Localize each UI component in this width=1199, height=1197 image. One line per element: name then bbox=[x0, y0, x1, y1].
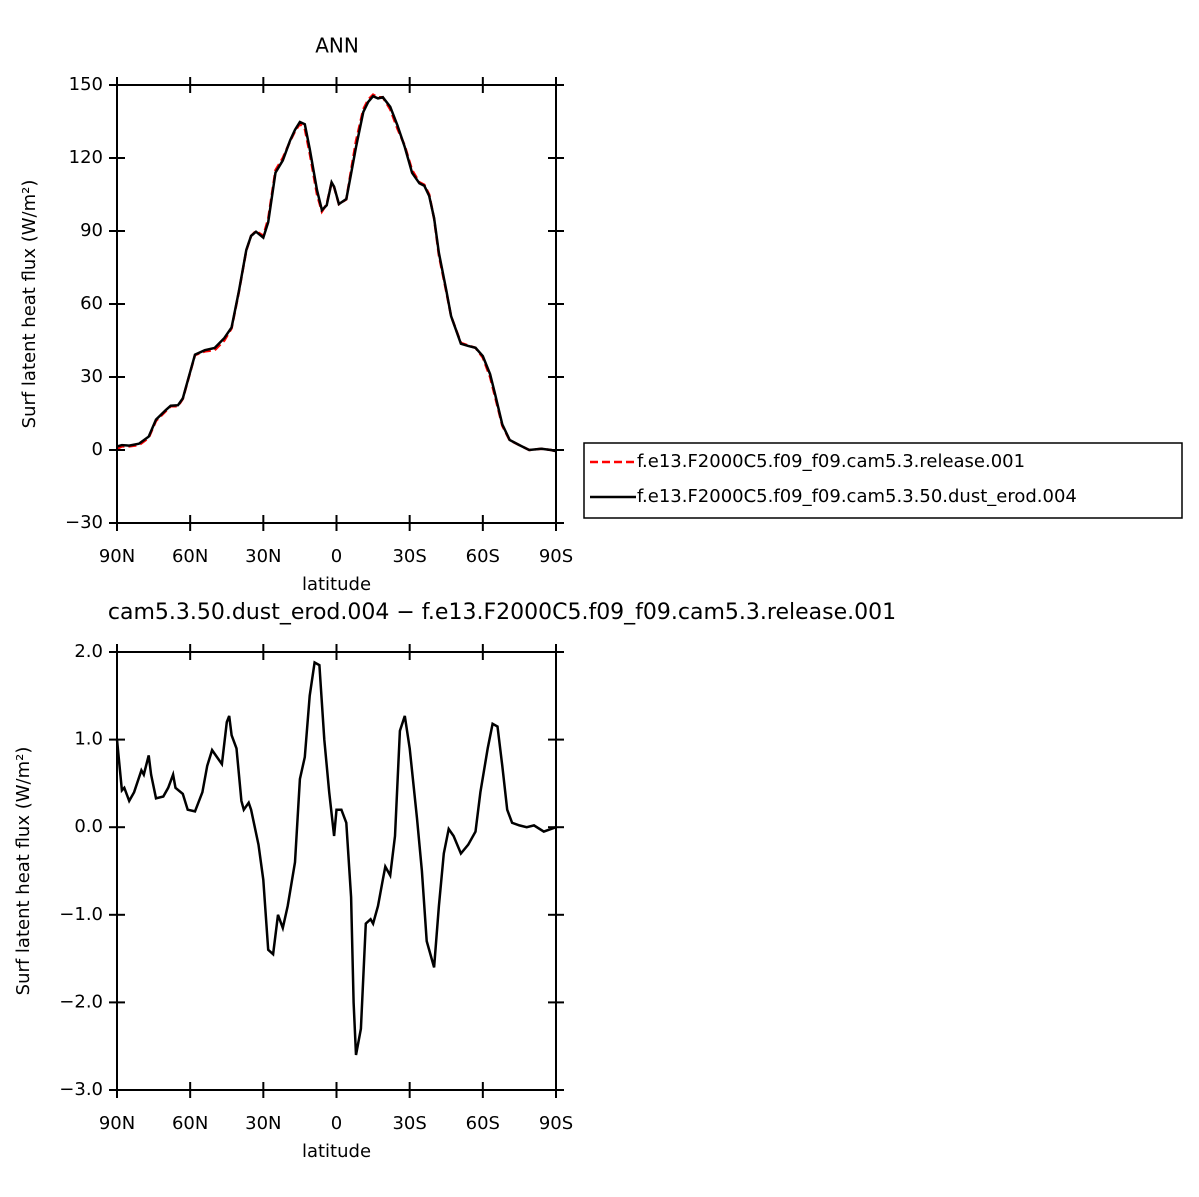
x-tick-label: 30S bbox=[392, 546, 426, 567]
y-tick-label: 90 bbox=[80, 220, 103, 241]
y-axis-label: Surf latent heat flux (W/m²) bbox=[19, 180, 40, 429]
y-tick-label: 120 bbox=[69, 147, 103, 168]
x-axis-label: latitude bbox=[302, 574, 371, 595]
chart-title: cam5.3.50.dust_erod.004 − f.e13.F2000C5.… bbox=[108, 600, 896, 625]
plot-frame bbox=[116, 84, 557, 524]
y-tick-label: 0 bbox=[92, 439, 103, 460]
x-tick-label: 90S bbox=[539, 1113, 573, 1134]
x-tick-label: 60N bbox=[172, 546, 208, 567]
x-tick-label: 30S bbox=[392, 1113, 426, 1134]
x-tick-label: 0 bbox=[331, 546, 342, 567]
x-axis-label: latitude bbox=[302, 1141, 371, 1162]
y-tick-label: −2.0 bbox=[59, 991, 103, 1012]
y-tick-label: −30 bbox=[65, 512, 103, 533]
x-tick-label: 60S bbox=[466, 1113, 500, 1134]
x-tick-label: 30N bbox=[245, 546, 281, 567]
x-tick-label: 60S bbox=[466, 546, 500, 567]
y-tick-label: −1.0 bbox=[59, 904, 103, 925]
chart-title: ANN bbox=[315, 34, 359, 58]
x-tick-label: 90N bbox=[99, 1113, 135, 1134]
y-tick-label: −3.0 bbox=[59, 1079, 103, 1100]
x-tick-label: 0 bbox=[331, 1113, 342, 1134]
y-tick-label: 60 bbox=[80, 293, 103, 314]
x-tick-label: 90N bbox=[99, 546, 135, 567]
series-line bbox=[115, 660, 557, 1056]
legend-box bbox=[583, 442, 1183, 519]
x-tick-label: 90S bbox=[539, 546, 573, 567]
series-line bbox=[116, 94, 557, 453]
y-tick-label: 150 bbox=[69, 74, 103, 95]
x-tick-label: 30N bbox=[245, 1113, 281, 1134]
legend-label: f.e13.F2000C5.f09_f09.cam5.3.release.001 bbox=[637, 451, 1025, 472]
legend-label: f.e13.F2000C5.f09_f09.cam5.3.50.dust_ero… bbox=[637, 486, 1077, 507]
x-tick-label: 60N bbox=[172, 1113, 208, 1134]
y-tick-label: 2.0 bbox=[74, 641, 103, 662]
y-tick-label: 0.0 bbox=[74, 816, 103, 837]
plot-frame bbox=[116, 651, 557, 1091]
y-tick-label: 1.0 bbox=[74, 729, 103, 750]
y-tick-label: 30 bbox=[80, 366, 103, 387]
y-axis-label: Surf latent heat flux (W/m²) bbox=[13, 747, 34, 996]
